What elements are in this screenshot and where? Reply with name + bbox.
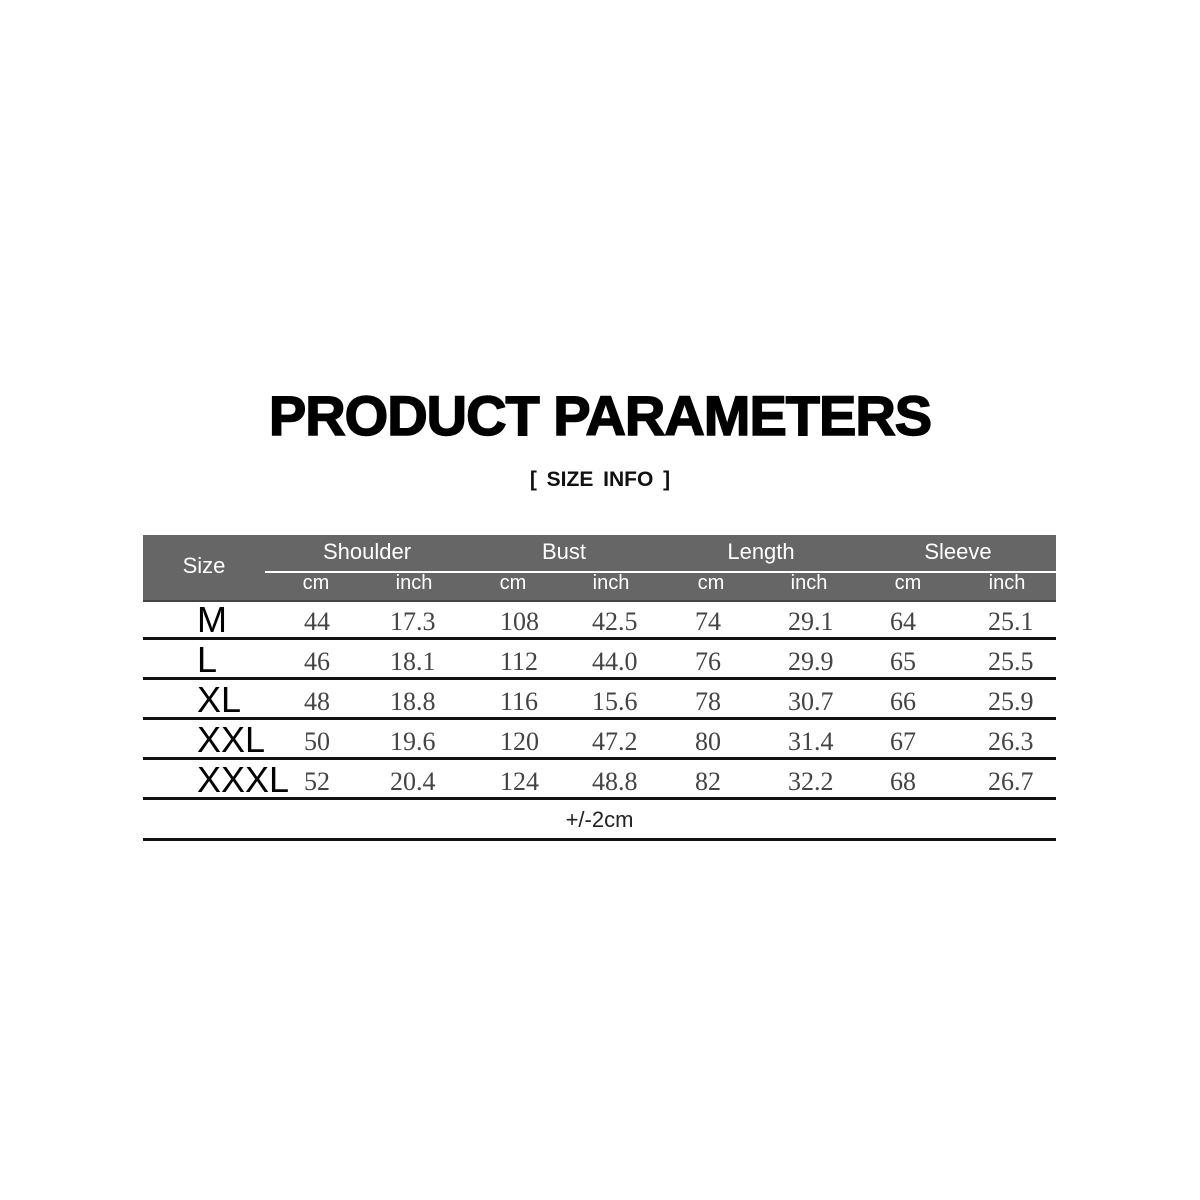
cell-value: 66: [890, 687, 916, 716]
cell-value: 25.1: [988, 607, 1034, 636]
cell-value: 108: [500, 607, 539, 636]
cell-value: 80: [695, 727, 721, 756]
cell-value: 112: [500, 647, 539, 676]
size-label: XL: [197, 679, 242, 720]
cell-value: 18.1: [390, 647, 436, 676]
cell-value: 52: [304, 767, 330, 796]
cell-value: 29.1: [788, 607, 834, 636]
cell-value: 68: [890, 767, 916, 796]
table-row: L 46 18.1 112 44.0 76 29.9 65 25.5: [143, 640, 1056, 680]
unit-header: inch: [395, 572, 433, 594]
header-divider: [265, 571, 1056, 573]
cell-value: 46: [304, 647, 330, 676]
tolerance-note: +/-2cm: [143, 800, 1056, 841]
unit-header: inch: [592, 572, 630, 594]
cell-value: 15.6: [592, 687, 638, 716]
table-header: Size Shoulder Bust Length Sleeve cm inch cm inc…: [143, 535, 1056, 602]
size-label: XXXL: [197, 759, 290, 800]
cell-value: 64: [890, 607, 916, 636]
cell-value: 19.6: [390, 727, 436, 756]
cell-value: 29.9: [788, 647, 834, 676]
cell-value: 48: [304, 687, 330, 716]
cell-value: 120: [500, 727, 539, 756]
unit-header: inch: [790, 572, 828, 594]
cell-value: 17.3: [390, 607, 436, 636]
cell-value: 50: [304, 727, 330, 756]
size-label: XXL: [197, 719, 266, 760]
table-row: M 44 17.3 108 42.5 74 29.1 64 25.1: [143, 600, 1056, 640]
cell-value: 26.7: [988, 767, 1034, 796]
table-row: XL 48 18.8 116 15.6 78 30.7 66 25.9: [143, 680, 1056, 720]
size-label: M: [197, 599, 227, 640]
cell-value: 48.8: [592, 767, 638, 796]
unit-header: inch: [988, 572, 1026, 594]
size-label: L: [197, 639, 218, 680]
cell-value: 44.0: [592, 647, 638, 676]
unit-header: cm: [302, 572, 330, 594]
column-group-bust: Bust: [541, 539, 587, 564]
table-row: XXL 50 19.6 120 47.2 80 31.4 67 26.3: [143, 720, 1056, 760]
cell-value: 26.3: [988, 727, 1034, 756]
cell-value: 74: [695, 607, 721, 636]
cell-value: 47.2: [592, 727, 638, 756]
table-row: XXXL 52 20.4 124 48.8 82 32.2 68 26.7: [143, 760, 1056, 800]
cell-value: 30.7: [788, 687, 834, 716]
column-group-length: Length: [727, 539, 795, 564]
cell-value: 67: [890, 727, 916, 756]
cell-value: 65: [890, 647, 916, 676]
cell-value: 116: [500, 687, 539, 716]
cell-value: 25.9: [988, 687, 1034, 716]
cell-value: 82: [695, 767, 721, 796]
unit-header: cm: [697, 572, 725, 594]
unit-header: cm: [894, 572, 922, 594]
cell-value: 44: [304, 607, 330, 636]
subtitle: [ SIZE INFO ]: [529, 468, 671, 491]
cell-value: 76: [695, 647, 721, 676]
cell-value: 25.5: [988, 647, 1034, 676]
page-title: PRODUCT PARAMETERS: [268, 383, 933, 448]
column-group-sleeve: Sleeve: [924, 539, 992, 564]
cell-value: 20.4: [390, 767, 436, 796]
column-group-shoulder: Shoulder: [322, 539, 412, 564]
cell-value: 124: [500, 767, 539, 796]
cell-value: 78: [695, 687, 721, 716]
cell-value: 32.2: [788, 767, 834, 796]
cell-value: 31.4: [788, 727, 834, 756]
size-header: Size: [182, 553, 226, 578]
unit-header: cm: [499, 572, 527, 594]
cell-value: 18.8: [390, 687, 436, 716]
cell-value: 42.5: [592, 607, 638, 636]
